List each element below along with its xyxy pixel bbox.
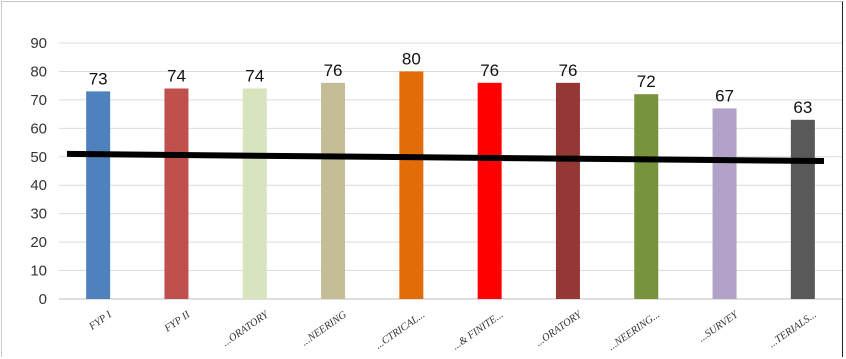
bar	[164, 88, 189, 299]
x-tick-label: ...NEERING	[300, 309, 349, 348]
y-tick-label: 70	[30, 92, 47, 109]
bar	[712, 108, 737, 299]
y-tick-label: 40	[30, 177, 47, 194]
data-label: 76	[480, 61, 499, 80]
x-tick-label: ...SURVEY	[697, 309, 742, 345]
bar	[86, 91, 111, 299]
y-tick-label: 80	[30, 63, 47, 80]
x-tick-label: ...ORATORY	[534, 309, 585, 349]
bar	[242, 88, 267, 299]
x-tick-label: ...ORATORY	[221, 309, 272, 349]
y-tick-label: 20	[30, 234, 47, 251]
x-tick-label: ...NEERING...	[606, 309, 662, 352]
bar	[477, 82, 502, 299]
reference-line	[66, 150, 825, 165]
data-label: 72	[637, 72, 656, 91]
x-tick-label: ...& FINITE...	[451, 309, 506, 352]
x-tick-label: ...TERIALS...	[767, 309, 819, 350]
x-tick-label: FYP II	[162, 309, 193, 335]
bar	[399, 71, 424, 299]
data-label: 63	[793, 98, 812, 117]
y-tick-label: 30	[30, 206, 47, 223]
y-tick-label: 0	[39, 291, 47, 308]
bar	[555, 82, 580, 299]
data-label: 74	[167, 67, 186, 86]
data-label: 73	[89, 69, 108, 88]
bar	[790, 119, 815, 299]
y-tick-label: 50	[30, 149, 47, 166]
data-label: 74	[245, 67, 264, 86]
bar	[634, 94, 659, 299]
bar	[321, 82, 346, 299]
data-label: 76	[324, 61, 343, 80]
y-tick-label: 90	[30, 35, 47, 52]
x-tick-label: ...CTRICAL...	[373, 309, 427, 351]
data-label: 76	[558, 61, 577, 80]
data-label: 67	[715, 86, 734, 105]
x-tick-label: FYP I	[87, 309, 115, 333]
y-tick-label: 10	[30, 263, 47, 280]
data-label: 80	[402, 49, 421, 68]
y-tick-label: 60	[30, 120, 47, 137]
